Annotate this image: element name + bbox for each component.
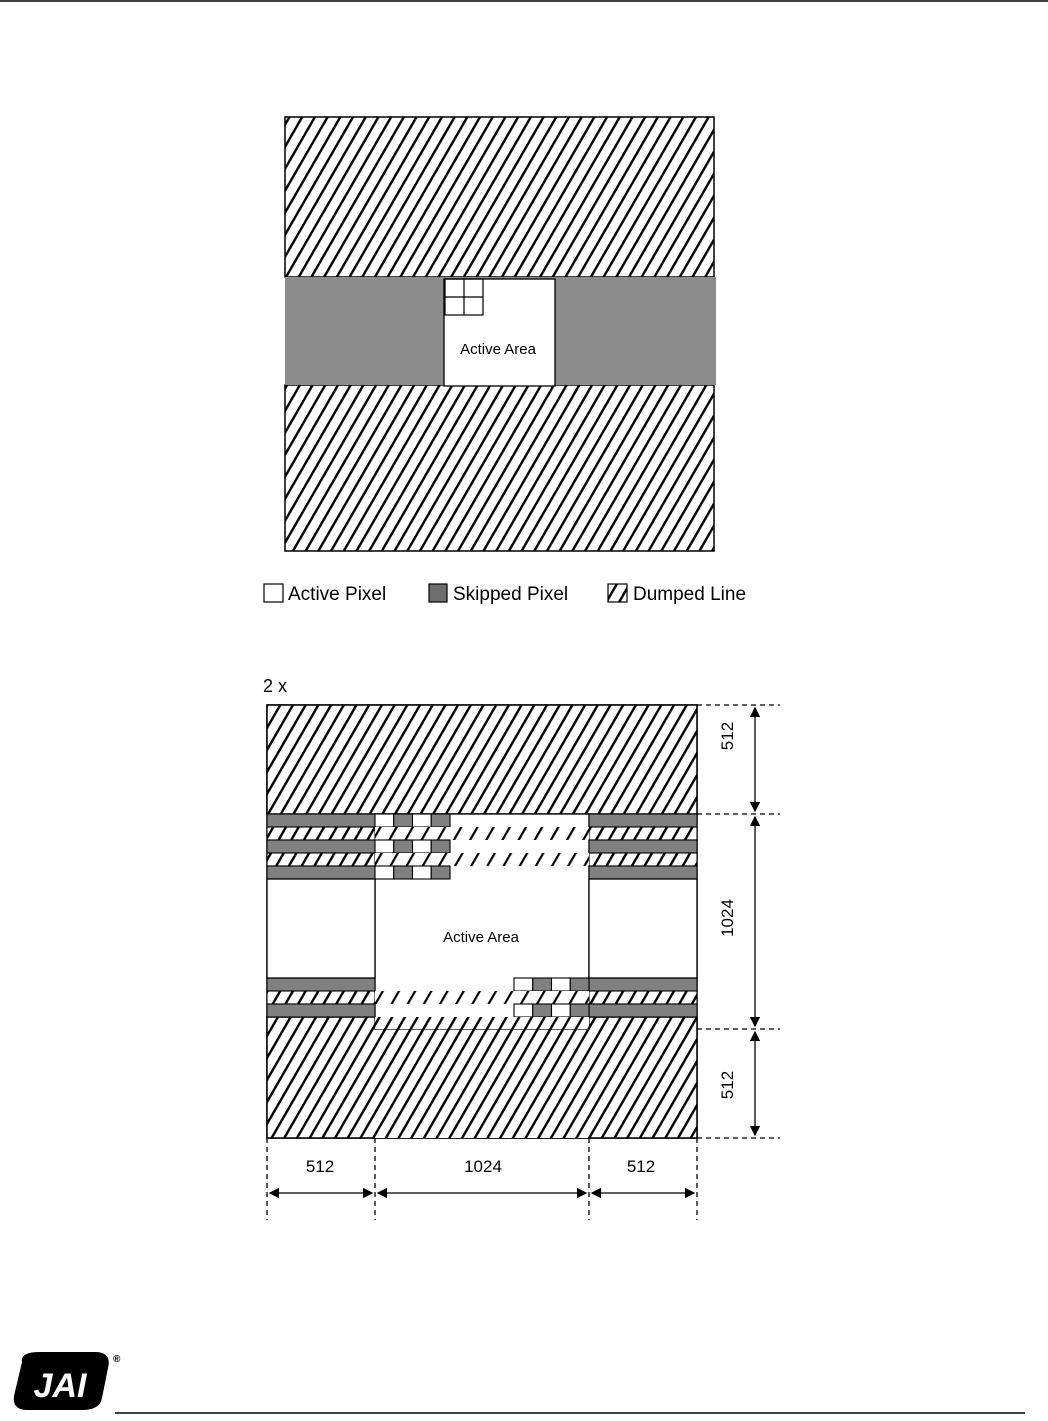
figure-2-diagram: Active Area <box>266 704 698 1139</box>
skipped-pixel <box>393 839 414 854</box>
skipped-pixel <box>430 839 451 854</box>
right-white-block <box>588 878 698 979</box>
dumped-row-center <box>375 991 589 1004</box>
binning-label: 2 x <box>263 676 287 696</box>
right-dimensions <box>697 704 780 1139</box>
dumped-row-center <box>375 1017 589 1029</box>
dumped-row <box>266 826 376 841</box>
skipped-pixel <box>569 977 590 992</box>
dumped-row-center <box>375 853 589 866</box>
legend-dumped-line: Dumped Line <box>633 584 746 605</box>
active-pixel <box>374 839 395 854</box>
dumped-row-center <box>375 827 589 840</box>
skipped-row <box>266 839 376 854</box>
legend: Active Pixel Skipped Pixel Dumped Line <box>263 583 746 605</box>
skipped-pixel-swatch <box>428 583 448 603</box>
active-pixel <box>374 865 395 880</box>
dim-bottom-right: 512 <box>627 1157 655 1176</box>
dim-bottom-middle: 1024 <box>464 1157 502 1176</box>
svg-text:®: ® <box>113 1354 121 1365</box>
active-pixel <box>513 1003 534 1018</box>
skipped-pixel <box>430 813 451 828</box>
active-pixel <box>411 865 432 880</box>
skipped-row <box>588 977 698 992</box>
skipped-pixel <box>393 865 414 880</box>
svg-text:JAI: JAI <box>34 1367 88 1405</box>
skipped-pixel <box>569 1003 590 1018</box>
left-white-block <box>266 878 376 979</box>
dumped-row <box>266 852 376 867</box>
figure-1-diagram: Active Area <box>284 116 716 552</box>
skipped-row <box>266 977 376 992</box>
active-area-label: Active Area <box>460 341 537 358</box>
active-area-label: Active Area <box>443 929 520 946</box>
dumped-row <box>588 990 698 1005</box>
dumped-lines-top <box>284 116 715 278</box>
legend-skipped-pixel: Skipped Pixel <box>453 584 568 605</box>
skipped-row <box>266 865 376 880</box>
active-pixel <box>411 813 432 828</box>
dim-right-top: 512 <box>718 722 737 750</box>
skipped-row <box>588 1003 698 1018</box>
skipped-pixel <box>430 865 451 880</box>
dumped-line-swatch <box>607 583 628 603</box>
skipped-pixel <box>393 813 414 828</box>
skipped-row <box>588 813 698 828</box>
bottom-dimensions <box>266 1138 698 1220</box>
dumped-row <box>266 990 376 1005</box>
active-pixel <box>513 977 534 992</box>
dumped-lines-top <box>266 704 698 815</box>
dumped-row <box>588 852 698 867</box>
legend-active-pixel: Active Pixel <box>288 584 386 605</box>
active-pixel <box>550 1003 571 1018</box>
pixel-grid <box>444 278 484 316</box>
skipped-row <box>266 1003 376 1018</box>
dumped-row <box>588 826 698 841</box>
active-pixel-swatch <box>263 583 284 603</box>
jai-logo: JAI ® <box>13 1352 121 1410</box>
dim-right-bottom: 512 <box>718 1071 737 1099</box>
active-pixel <box>374 813 395 828</box>
skipped-pixel <box>532 977 553 992</box>
skipped-row <box>266 813 376 828</box>
dim-right-middle: 1024 <box>718 899 737 937</box>
skipped-pixel <box>532 1003 553 1018</box>
active-pixel <box>411 839 432 854</box>
active-area-lower <box>375 1029 589 1138</box>
skipped-row <box>588 839 698 854</box>
skipped-row <box>588 865 698 880</box>
dumped-lines-bottom <box>284 384 715 552</box>
dim-bottom-left: 512 <box>306 1157 334 1176</box>
active-area-box <box>443 278 556 387</box>
active-pixel <box>550 977 571 992</box>
